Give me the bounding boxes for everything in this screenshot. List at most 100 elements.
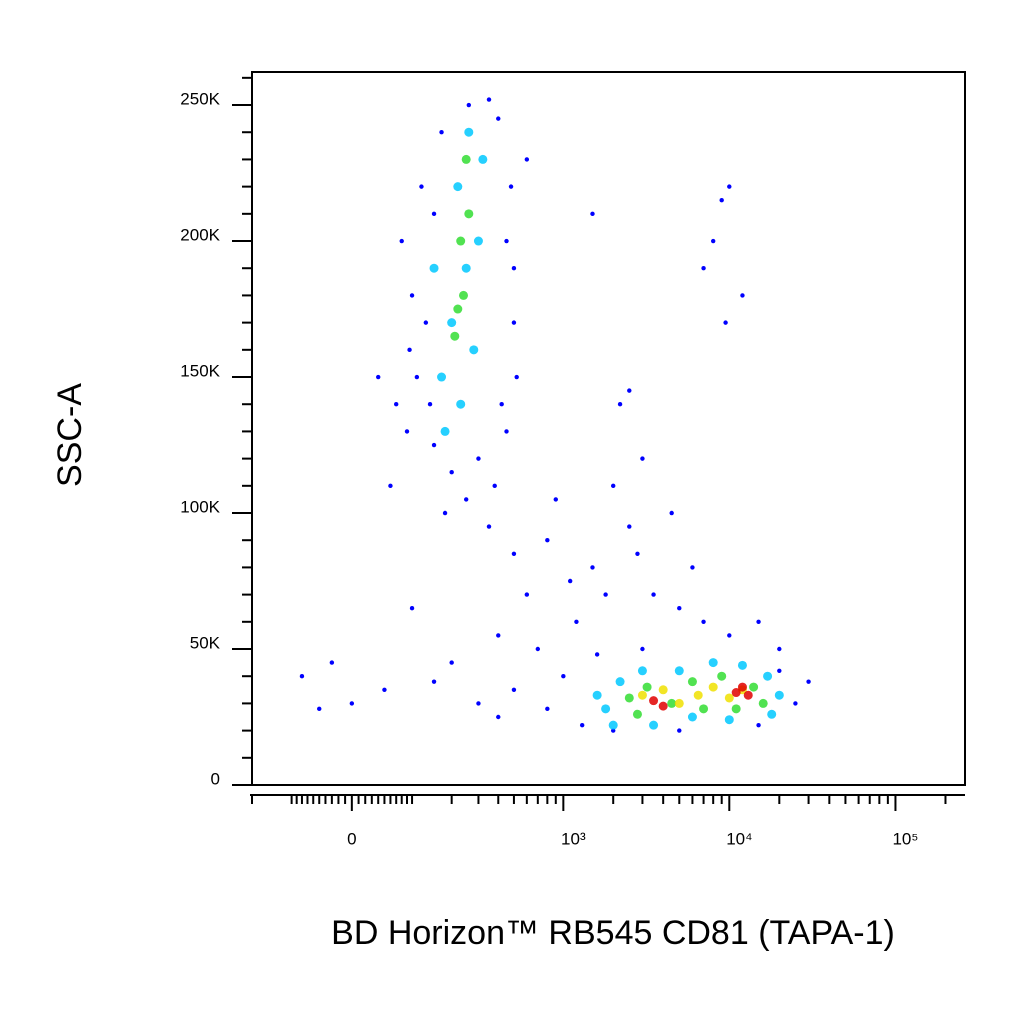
point: [717, 671, 727, 681]
x-tick-label: 0: [347, 829, 356, 848]
point: [492, 483, 497, 489]
point: [624, 693, 634, 703]
point: [449, 660, 454, 665]
point: [317, 706, 322, 712]
point: [793, 701, 798, 706]
point: [749, 682, 759, 692]
point: [590, 211, 595, 217]
point: [486, 524, 492, 529]
point: [627, 524, 632, 529]
point: [632, 709, 642, 719]
point: [453, 182, 463, 192]
x-tick-label: 10³: [561, 829, 586, 848]
point: [737, 682, 747, 692]
point: [524, 592, 530, 597]
point: [329, 660, 335, 665]
point: [409, 606, 415, 611]
plot-frame: [251, 71, 966, 786]
point: [429, 263, 439, 273]
point: [611, 483, 616, 489]
point: [637, 690, 647, 700]
point: [640, 456, 645, 461]
point: [473, 236, 483, 246]
x-axis-label: BD Horizon™ RB545 CD81 (TAPA-1): [331, 914, 895, 952]
point: [708, 682, 718, 692]
point: [737, 660, 747, 670]
point: [442, 510, 448, 516]
point: [440, 426, 450, 436]
point: [409, 293, 415, 298]
point: [617, 402, 623, 407]
point: [674, 666, 684, 676]
point: [469, 345, 479, 355]
point: [388, 483, 393, 489]
point: [649, 720, 659, 730]
point: [708, 658, 718, 668]
point: [514, 374, 519, 380]
point: [476, 701, 481, 706]
point: [592, 690, 602, 700]
point: [382, 687, 387, 693]
point: [461, 263, 471, 273]
point: [651, 592, 656, 597]
point: [511, 551, 517, 557]
point: [499, 402, 504, 407]
point: [590, 565, 595, 570]
y-tick-label: 50K: [190, 633, 221, 652]
point: [701, 266, 706, 271]
point: [466, 102, 472, 108]
point: [627, 388, 632, 393]
point: [394, 402, 399, 407]
point: [476, 456, 481, 461]
point: [511, 687, 517, 693]
x-tick-label: 10⁴: [726, 829, 752, 848]
point: [601, 704, 611, 714]
y-tick-label: 0: [211, 769, 220, 788]
point: [414, 374, 420, 380]
point: [453, 304, 463, 314]
point: [767, 709, 777, 719]
y-axis-label: SSC-A: [51, 383, 89, 487]
point: [431, 442, 437, 448]
point: [649, 696, 659, 706]
point: [407, 347, 412, 353]
point: [504, 238, 509, 244]
point: [464, 127, 474, 137]
point: [545, 706, 550, 712]
point: [567, 578, 573, 584]
point: [635, 551, 640, 557]
point: [496, 116, 501, 121]
point: [727, 633, 732, 638]
point: [431, 211, 437, 217]
point: [553, 497, 558, 502]
point: [486, 97, 492, 102]
point: [756, 619, 761, 625]
point: [458, 290, 468, 300]
point: [640, 646, 645, 652]
point: [603, 592, 608, 597]
point: [777, 668, 782, 673]
point: [456, 236, 466, 246]
point: [561, 674, 566, 679]
point: [687, 677, 697, 687]
point: [677, 728, 682, 733]
point: [658, 701, 668, 711]
point: [463, 497, 469, 502]
point: [376, 374, 381, 380]
point: [687, 712, 697, 722]
point: [777, 646, 782, 652]
point: [669, 510, 674, 516]
point: [701, 619, 706, 625]
y-tick-label: 200K: [180, 226, 220, 245]
point: [658, 685, 668, 695]
x-tick-label: 10⁵: [892, 829, 918, 848]
point: [511, 320, 517, 325]
point: [677, 606, 682, 611]
point: [758, 698, 768, 708]
point: [496, 714, 501, 720]
point: [699, 704, 709, 714]
point: [461, 154, 471, 164]
point: [806, 679, 811, 684]
point: [719, 198, 724, 203]
